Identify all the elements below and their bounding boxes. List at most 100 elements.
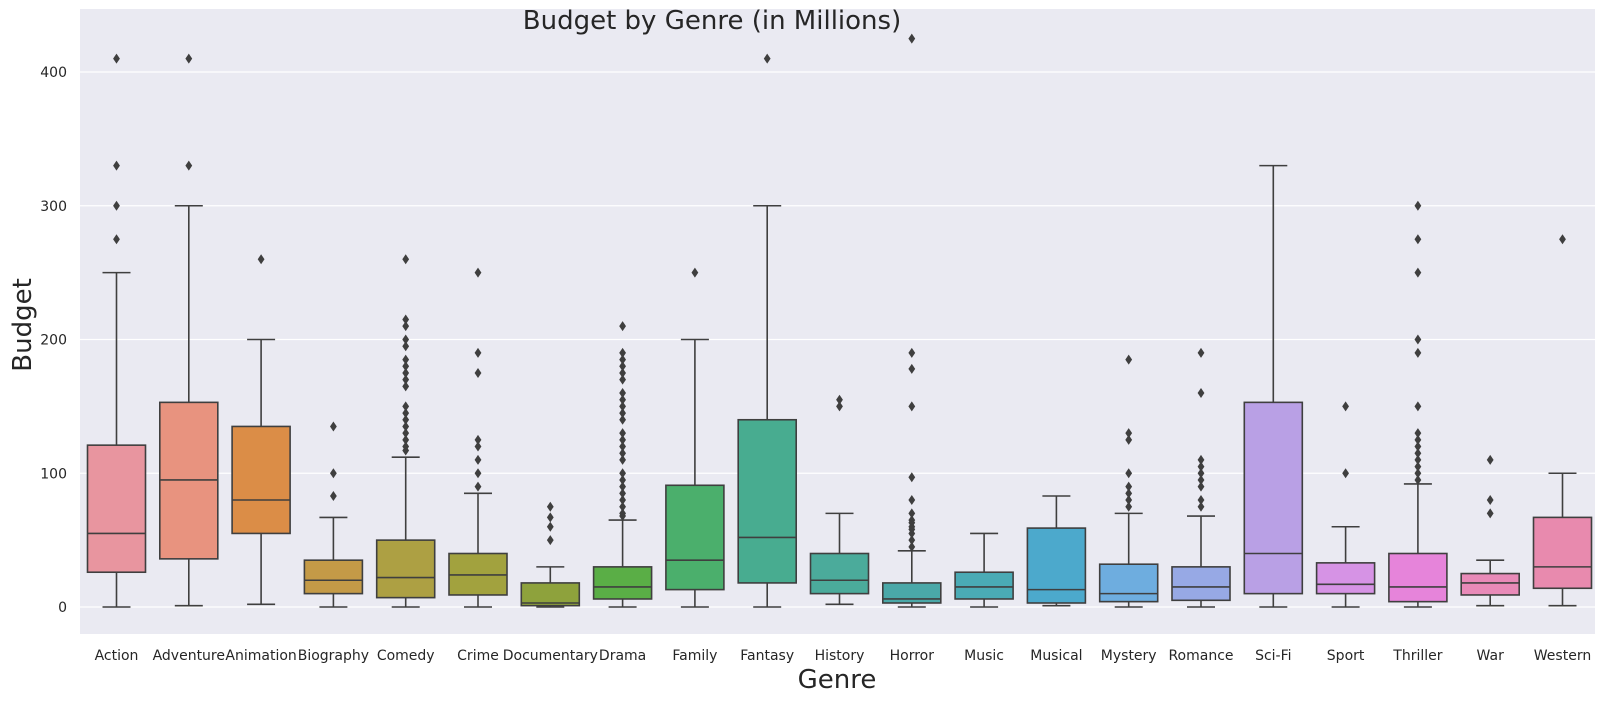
outlier-point (546, 512, 554, 523)
outlier-point (1197, 501, 1205, 512)
outlier-point (402, 361, 410, 372)
outlier-point (619, 488, 626, 499)
outlier-point (1486, 454, 1494, 465)
iqr-box (1532, 516, 1593, 590)
box-drama (592, 321, 653, 608)
outlier-point (1414, 428, 1422, 439)
iqr-box (592, 566, 653, 600)
iqr-box (1026, 527, 1087, 604)
outlier-point (619, 347, 626, 358)
x-tick-label: Mystery (1101, 648, 1157, 664)
outlier-point (474, 367, 482, 378)
outlier-point (619, 508, 626, 519)
outlier-point (836, 394, 843, 405)
x-tick-label: Fantasy (740, 648, 794, 664)
outlier-point (619, 394, 626, 405)
outlier-point (619, 374, 626, 385)
outlier-point (474, 434, 482, 445)
outlier-point (908, 347, 916, 358)
outlier-point (619, 481, 626, 492)
outlier-point (402, 334, 410, 345)
outlier-point (1125, 495, 1133, 505)
iqr-box (1243, 401, 1304, 595)
outlier-point (402, 434, 410, 445)
outlier-point (402, 314, 410, 325)
outlier-point (1486, 495, 1494, 505)
outlier-point (1125, 468, 1133, 479)
x-tick-label: Animation (225, 648, 296, 664)
box-documentary (520, 501, 581, 608)
iqr-box (303, 559, 364, 595)
outlier-point (1414, 441, 1422, 452)
outlier-point (1197, 454, 1205, 465)
outlier-point (908, 472, 916, 483)
outlier-point (1197, 474, 1205, 485)
box-biography (303, 421, 364, 608)
y-tick-label: 100 (40, 466, 67, 482)
outlier-point (1125, 428, 1133, 439)
outlier-point (402, 414, 410, 425)
outlier-point (908, 401, 916, 412)
outlier-point (619, 354, 626, 365)
outlier-point (619, 474, 626, 485)
iqr-box (1171, 566, 1231, 602)
outlier-point (619, 454, 626, 465)
box-sport (1315, 401, 1376, 608)
x-tick-label: Action (95, 648, 139, 664)
outlier-point (402, 401, 410, 412)
iqr-box (86, 444, 147, 574)
outlier-point (474, 267, 482, 278)
outlier-point (402, 321, 410, 332)
outlier-point (908, 363, 916, 374)
y-tick-label: 0 (58, 600, 67, 616)
box-romance (1171, 347, 1231, 608)
iqr-box (954, 571, 1014, 600)
outlier-point (1342, 468, 1349, 479)
box-thriller (1388, 200, 1448, 608)
outlier-point (619, 367, 626, 378)
x-tick-label: Documentary (503, 648, 598, 664)
outlier-point (1125, 488, 1133, 499)
outlier-point (908, 515, 916, 526)
outlier-point (1486, 508, 1494, 519)
outlier-point (1414, 468, 1422, 479)
y-tick-label: 400 (40, 65, 67, 81)
outlier-point (330, 421, 337, 432)
outlier-point (1414, 347, 1422, 358)
outlier-point (1197, 468, 1205, 479)
outlier-point (474, 468, 482, 479)
outlier-point (474, 454, 482, 465)
box-comedy (375, 254, 436, 608)
box-horror (881, 33, 942, 608)
outlier-point (619, 441, 626, 452)
outlier-point (619, 361, 626, 372)
x-tick-label: Western (1534, 648, 1591, 664)
plot-area (80, 9, 1595, 634)
outlier-point (619, 434, 626, 445)
iqr-box (1460, 572, 1520, 596)
iqr-box (520, 582, 581, 607)
outlier-point (908, 541, 916, 552)
outlier-point (1125, 354, 1133, 365)
outlier-point (1414, 461, 1422, 472)
outlier-point (1197, 388, 1205, 398)
x-tick-label: Sci-Fi (1255, 648, 1291, 664)
outlier-point (1414, 454, 1422, 465)
iqr-box (881, 582, 942, 604)
outlier-point (185, 53, 193, 64)
x-tick-label: Horror (890, 648, 935, 664)
x-tick-label: Thriller (1392, 648, 1442, 664)
outlier-point (474, 441, 482, 452)
outlier-point (402, 381, 410, 392)
outlier-point (619, 428, 626, 439)
x-tick-label: Biography (298, 648, 369, 664)
box-animation (231, 254, 291, 606)
iqr-box (665, 484, 725, 591)
iqr-box (809, 552, 870, 595)
outlier-point (474, 481, 482, 492)
outlier-point (619, 495, 626, 505)
outlier-point (1414, 474, 1422, 485)
outlier-point (1559, 234, 1566, 245)
outlier-point (402, 441, 410, 452)
x-tick-label: Comedy (377, 648, 435, 664)
